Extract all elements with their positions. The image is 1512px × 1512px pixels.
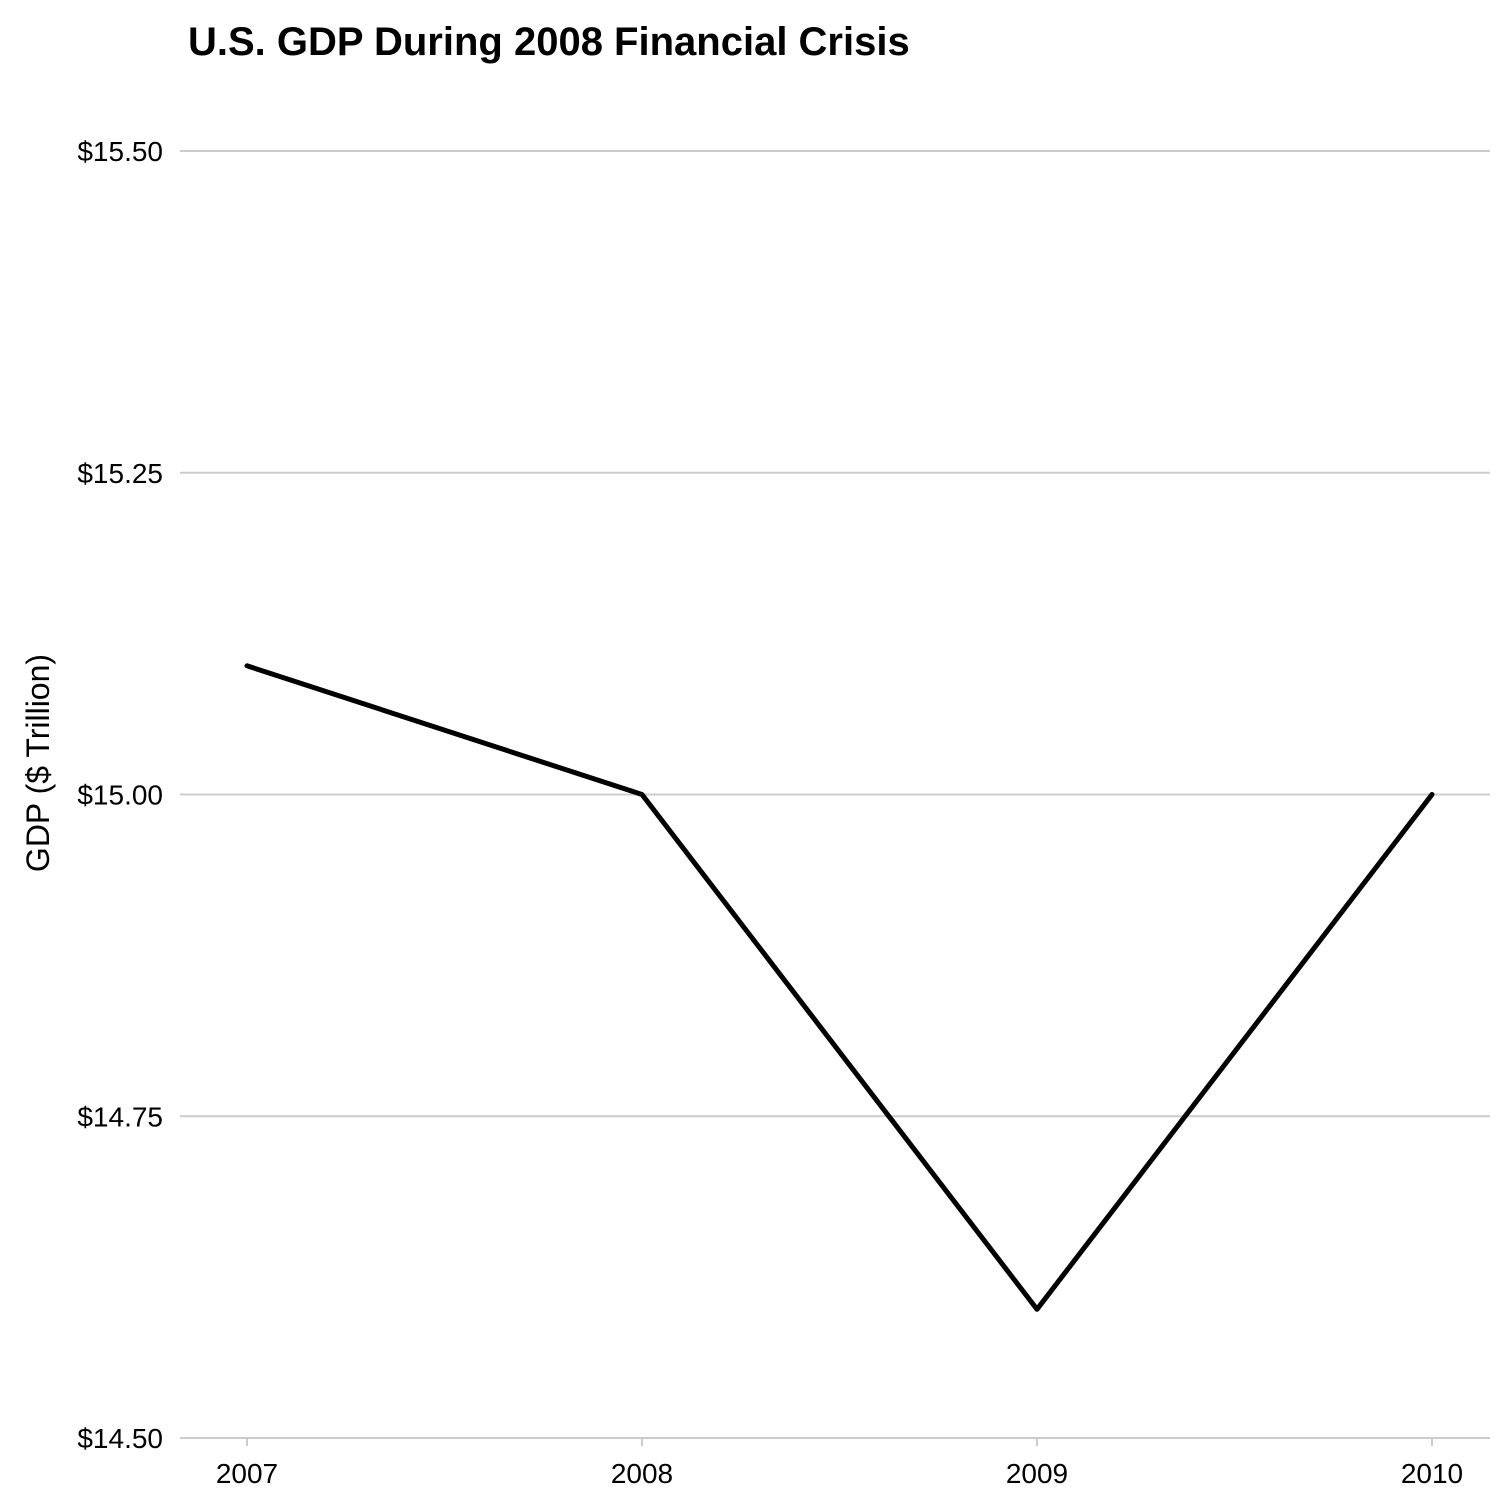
x-tick-label: 2007 xyxy=(216,1458,278,1489)
y-axis-label: GDP ($ Trillion) xyxy=(20,654,56,872)
gridlines xyxy=(180,150,1490,1446)
x-tick-label: 2008 xyxy=(611,1458,673,1489)
y-tick-label: $14.50 xyxy=(77,1423,163,1454)
x-axis-tick-labels: 2007 2008 2009 2010 xyxy=(216,1458,1463,1489)
y-tick-label: $15.00 xyxy=(77,780,163,811)
y-axis-tick-labels: $14.50 $14.75 $15.00 $15.25 $15.50 xyxy=(77,136,163,1454)
x-tick-label: 2009 xyxy=(1006,1458,1068,1489)
y-tick-label: $15.25 xyxy=(77,458,163,489)
y-tick-label: $15.50 xyxy=(77,136,163,167)
data-series xyxy=(244,663,1435,1312)
series-line xyxy=(244,663,1435,1312)
chart-title: U.S. GDP During 2008 Financial Crisis xyxy=(188,20,910,64)
y-tick-label: $14.75 xyxy=(77,1101,163,1132)
x-tick-label: 2010 xyxy=(1401,1458,1463,1489)
